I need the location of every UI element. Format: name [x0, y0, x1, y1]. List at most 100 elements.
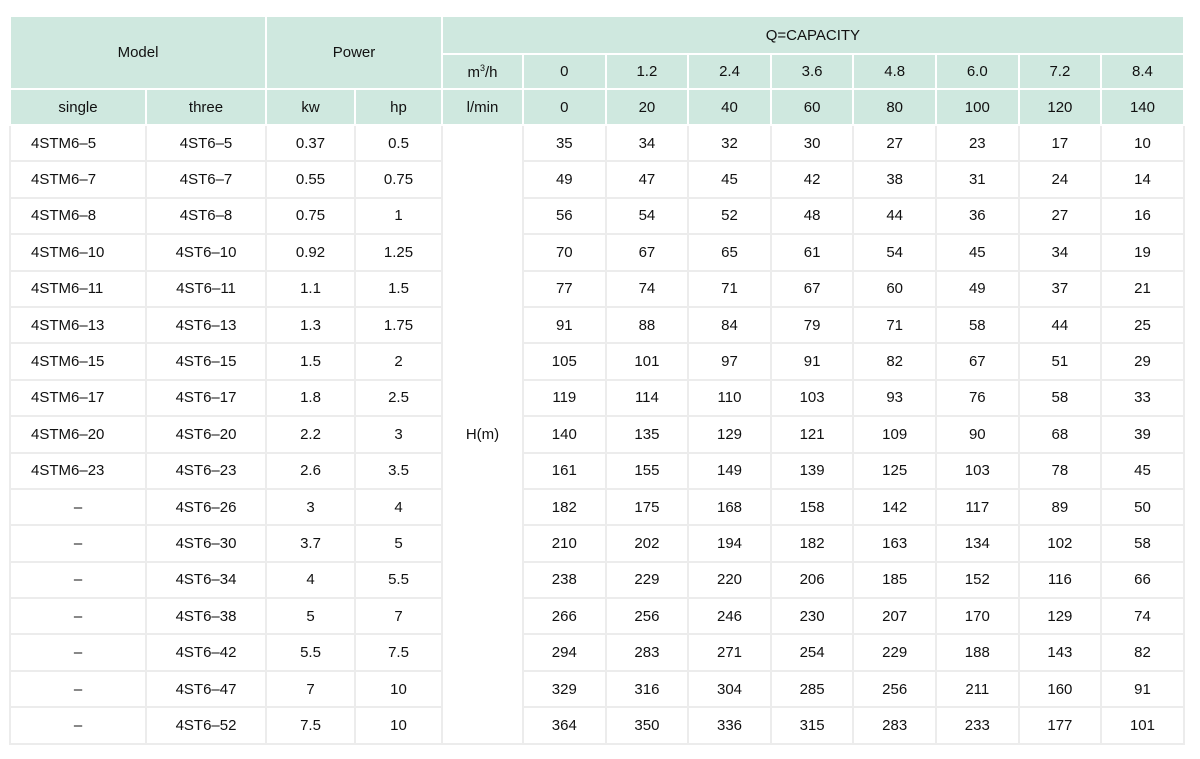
head-value: 71 [687, 269, 772, 308]
head-value: 135 [604, 415, 690, 454]
power-kw: 0.55 [265, 160, 357, 199]
head-value: 110 [687, 378, 772, 418]
table-row: –4ST6–42 5.5 7.5 294 283 271 254 229 188 143 82 [9, 633, 1185, 672]
head-value: 91 [522, 305, 607, 345]
table-row: 4STM6–23 4ST6–23 2.6 3.5 161 155 149 139 125 103 7… [9, 451, 1185, 490]
lmin-value: 80 [852, 88, 937, 126]
head-value: 109 [852, 415, 937, 454]
m3h-value: 1.2 [604, 53, 690, 90]
head-value: 206 [769, 560, 855, 600]
head-value: 56 [522, 196, 607, 236]
table-row: 4STM6–10 4ST6–10 0.92 1.25 70 67 65 61 54 45 34 19 [9, 233, 1185, 272]
head-value: 49 [522, 160, 607, 199]
head-value: 211 [934, 669, 1020, 709]
head-value: 27 [852, 123, 937, 163]
table-row: 4STM6–15 4ST6–15 1.5 2 105 101 97 91 82 67 51 29 [9, 342, 1185, 381]
head-value: 188 [934, 633, 1020, 672]
table-row: –4ST6–47 7 10 329 316 304 285 256 211 160 91 [9, 669, 1185, 709]
head-value: 19 [1100, 233, 1185, 272]
table-row: 4STM6–7 4ST6–7 0.55 0.75 49 47 45 42 38 31 24 14 [9, 160, 1185, 199]
capacity-header: Q=CAPACITY [441, 15, 1185, 55]
head-value: 177 [1017, 706, 1103, 745]
three-phase-model: 4ST6–20 [144, 415, 268, 454]
single-phase-model: – [9, 706, 147, 745]
head-value: 25 [1100, 305, 1185, 345]
head-value: 68 [1017, 415, 1103, 454]
head-value: 35 [522, 123, 607, 163]
single-phase-model: – [9, 633, 147, 672]
three-phase-model: 4ST6–30 [144, 524, 268, 563]
head-value: 17 [1017, 123, 1103, 163]
power-kw: 5.5 [265, 633, 357, 672]
head-value: 52 [687, 196, 772, 236]
head-value: 143 [1017, 633, 1103, 672]
power-kw: 7.5 [265, 706, 357, 745]
head-value: 229 [852, 633, 937, 672]
head-value: 256 [604, 597, 690, 636]
lmin-value: 100 [934, 88, 1020, 126]
head-value: 34 [1017, 233, 1103, 272]
head-value: 266 [522, 597, 607, 636]
head-value: 29 [1100, 342, 1185, 381]
head-value: 238 [522, 560, 607, 600]
head-value: 67 [604, 233, 690, 272]
head-value: 168 [687, 487, 772, 527]
head-value: 119 [522, 378, 607, 418]
lmin-value: 20 [604, 88, 690, 126]
power-kw: 1.8 [265, 378, 357, 418]
three-phase-model: 4ST6–26 [144, 487, 268, 527]
table-body: 4STM6–5 4ST6–5 0.37 0.5 H(m) 35 34 32 30 27 23 17 10… [9, 123, 1185, 745]
single-phase-model: 4STM6–5 [9, 123, 147, 163]
head-value: 134 [934, 524, 1020, 563]
head-value: 97 [687, 342, 772, 381]
head-value: 116 [1017, 560, 1103, 600]
head-value: 158 [769, 487, 855, 527]
hp-header: hp [354, 88, 444, 126]
single-header: single [9, 88, 147, 126]
power-hp: 10 [354, 669, 444, 709]
head-value: 90 [934, 415, 1020, 454]
power-hp: 10 [354, 706, 444, 745]
head-value: 285 [769, 669, 855, 709]
table-row: 4STM6–20 4ST6–20 2.2 3 140 135 129 121 109 90 68 39 [9, 415, 1185, 454]
power-hp: 1.25 [354, 233, 444, 272]
single-phase-model: – [9, 669, 147, 709]
head-value: 294 [522, 633, 607, 672]
head-value: 65 [687, 233, 772, 272]
head-value: 283 [852, 706, 937, 745]
head-value: 77 [522, 269, 607, 308]
table-row: –4ST6–52 7.5 10 364 350 336 315 283 233 177 101 [9, 706, 1185, 745]
head-value: 30 [769, 123, 855, 163]
head-value: 161 [522, 451, 607, 490]
power-hp: 3.5 [354, 451, 444, 490]
three-phase-model: 4ST6–52 [144, 706, 268, 745]
power-hp: 7 [354, 597, 444, 636]
head-value: 45 [1100, 451, 1185, 490]
m3h-value: 6.0 [934, 53, 1020, 90]
head-value: 182 [769, 524, 855, 563]
power-kw: 5 [265, 597, 357, 636]
power-kw: 1.3 [265, 305, 357, 345]
head-value: 58 [1100, 524, 1185, 563]
single-phase-model: 4STM6–15 [9, 342, 147, 381]
head-value: 304 [687, 669, 772, 709]
head-value: 101 [604, 342, 690, 381]
single-phase-model: 4STM6–10 [9, 233, 147, 272]
single-phase-model: – [9, 597, 147, 636]
head-value: 207 [852, 597, 937, 636]
m3h-value: 4.8 [852, 53, 937, 90]
power-kw: 2.2 [265, 415, 357, 454]
head-value: 84 [687, 305, 772, 345]
single-phase-model: 4STM6–20 [9, 415, 147, 454]
head-value: 54 [852, 233, 937, 272]
single-phase-model: 4STM6–13 [9, 305, 147, 345]
power-hp: 3 [354, 415, 444, 454]
head-value: 79 [769, 305, 855, 345]
lmin-value: 60 [769, 88, 855, 126]
lmin-value: 40 [687, 88, 772, 126]
head-value: 88 [604, 305, 690, 345]
single-phase-model: 4STM6–17 [9, 378, 147, 418]
head-value: 89 [1017, 487, 1103, 527]
head-value: 336 [687, 706, 772, 745]
three-phase-model: 4ST6–38 [144, 597, 268, 636]
